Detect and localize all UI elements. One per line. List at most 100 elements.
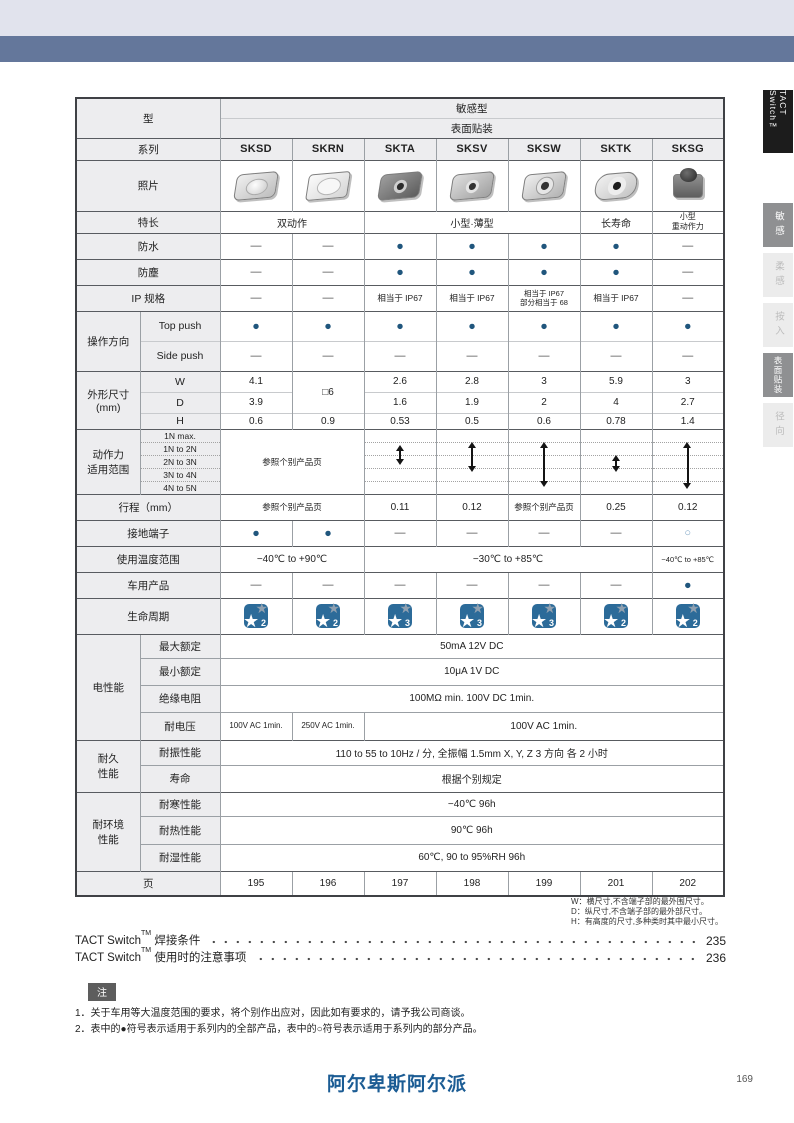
link-text: 使用时的注意事项 <box>151 952 247 964</box>
force-row-label: 2N to 3N <box>139 454 220 468</box>
row-elec-min: 最小额定 10μA 1V DC <box>76 657 724 685</box>
page-link[interactable]: 201 <box>579 870 652 896</box>
side-tab-rougan[interactable]: 柔感 <box>763 253 793 297</box>
row-elec-max: 电性能 最大额定 50mA 12V DC <box>75 633 724 740</box>
product-photo-sksv <box>438 164 507 208</box>
row-side-push: Side push — — — — — — — <box>76 340 724 371</box>
force-arrow-sksw <box>539 441 549 487</box>
row-page: 页 195 196 197 198 199 201 202 <box>75 870 724 896</box>
cell: — <box>435 519 508 546</box>
cell: 1.9 <box>435 391 508 413</box>
vibration-label: 耐振性能 <box>139 739 220 765</box>
heat-label: 耐热性能 <box>139 815 220 844</box>
page-link[interactable]: 197 <box>363 870 436 896</box>
force-row-label: 3N to 4N <box>139 467 220 481</box>
cell: 10μA 1V DC <box>219 657 724 685</box>
product-photo-sksd <box>222 164 291 208</box>
cell: ● <box>219 310 292 341</box>
cell: 60℃, 90 to 95%RH 96h <box>219 843 724 871</box>
cell: ● <box>435 232 508 259</box>
cell: ● <box>363 310 436 341</box>
row-dim-d: D 3.9 1.6 1.9 2 4 2.7 <box>76 391 724 413</box>
row-mount: 表面贴装 <box>76 117 724 138</box>
cell: — <box>651 258 724 285</box>
cell: ● <box>579 232 652 259</box>
automotive-label: 车用产品 <box>75 571 220 598</box>
dim-d-label: D <box>139 391 220 413</box>
cell: — <box>507 571 580 598</box>
side-tab-minggan[interactable]: 敏感 <box>763 203 793 247</box>
cold-label: 耐寒性能 <box>139 791 220 816</box>
page-link[interactable]: 196 <box>291 870 364 896</box>
product-photo-sksw <box>510 164 579 208</box>
cell: 相当于 IP67 <box>363 284 436 311</box>
cell: — <box>291 284 364 311</box>
series-sksv: SKSV <box>435 137 508 160</box>
link-page-number: 236 <box>705 951 726 965</box>
elec-label: 电性能 <box>75 633 140 740</box>
cell: 250V AC 1min. <box>291 711 364 740</box>
page-link[interactable]: 199 <box>507 870 580 896</box>
product-photo-skta <box>366 164 435 208</box>
link-page-number: 235 <box>705 934 726 948</box>
cell: — <box>579 571 652 598</box>
page-link[interactable]: 195 <box>219 870 292 896</box>
force-row-label: 1N max. <box>139 428 220 442</box>
spec-table: 型 敏感型 表面贴装 系列 SKSD SKRN SKTA SKSV SKSW S… <box>75 97 725 897</box>
cell: ● <box>435 310 508 341</box>
reference-links: TACT SwitchTM 焊接条件 235 TACT SwitchTM 使用时… <box>75 930 726 965</box>
cell: ● <box>291 310 364 341</box>
tm-superscript: TM <box>141 930 152 938</box>
cell: ● <box>507 310 580 341</box>
cell: 4 <box>579 391 652 413</box>
cell: −40℃ to +90℃ <box>219 545 364 572</box>
life-cycle-icon: ★ ★ 2 <box>315 600 340 631</box>
cell: — <box>291 232 364 259</box>
life-cycle-icon: ★ ★ 3 <box>459 600 484 631</box>
cell: 相当于 IP67 <box>579 284 652 311</box>
side-tab-jingxiang[interactable]: 径向 <box>763 403 793 447</box>
row-elec-vp: 耐电压 100V AC 1min. 250V AC 1min. 100V AC … <box>76 711 724 740</box>
row-force-3: 2N to 3N <box>76 454 724 468</box>
product-photo-sksg <box>654 164 723 208</box>
cell: — <box>291 340 364 371</box>
link-text: TACT Switch <box>75 952 142 964</box>
side-tab-smd[interactable]: 表面贴装 <box>763 353 793 397</box>
cell: 0.5 <box>435 412 508 429</box>
footnote-h: H：有高度的尺寸,多种类时其中最小尺寸。 <box>571 917 723 926</box>
side-tab-tact-switch[interactable]: TACT Switch™ <box>763 90 793 153</box>
force-arrow-sksg <box>683 441 693 489</box>
page-number: 169 <box>736 1074 753 1085</box>
cell <box>579 428 652 472</box>
note-section: 注 1．关于车用等大温度范围的要求，将个别作出应对，因此如有要求的，请予我公司商… <box>75 983 735 1038</box>
elec-vp-label: 耐电压 <box>139 711 220 740</box>
page-link[interactable]: 202 <box>651 870 724 896</box>
side-tab-anru[interactable]: 按入 <box>763 303 793 347</box>
series-skta: SKTA <box>363 137 436 160</box>
life-cycle-icon: ★ ★ 2 <box>674 600 700 631</box>
top-slate-bar <box>0 36 794 62</box>
cell: — <box>219 284 292 311</box>
link-precautions[interactable]: TACT SwitchTM 使用时的注意事项 236 <box>75 947 726 965</box>
cell: ● <box>363 258 436 285</box>
row-temp: 使用温度范围 −40℃ to +90℃ −30℃ to +85℃ −40℃ to… <box>75 545 724 572</box>
row-waterproof: 防水 — — ● ● ● ● — <box>75 232 724 259</box>
cell <box>435 428 508 472</box>
link-soldering[interactable]: TACT SwitchTM 焊接条件 235 <box>75 930 726 948</box>
cell: — <box>651 284 724 311</box>
note-badge: 注 <box>88 983 116 1001</box>
elec-ins-label: 绝缘电阻 <box>139 684 220 712</box>
cell: ● <box>363 232 436 259</box>
row-heat: 耐热性能 90℃ 96h <box>76 815 724 844</box>
product-photo-sktk <box>582 164 651 208</box>
row-dustproof: 防塵 — — ● ● ● ● — <box>75 258 724 285</box>
row-travel: 行程（mm） 参照个别产品页 0.11 0.12 参照个别产品页 0.25 0.… <box>75 493 724 520</box>
mount-value: 表面贴装 <box>219 117 724 138</box>
row-series: 系列 SKSD SKRN SKTA SKSV SKSW SKTK SKSG <box>75 137 724 160</box>
series-sksg: SKSG <box>651 137 724 160</box>
force-label: 动作力 适用范围 <box>75 428 140 494</box>
cell: ● <box>219 519 292 546</box>
link-text: TACT Switch <box>75 935 142 947</box>
cell: — <box>435 571 508 598</box>
page-link[interactable]: 198 <box>435 870 508 896</box>
